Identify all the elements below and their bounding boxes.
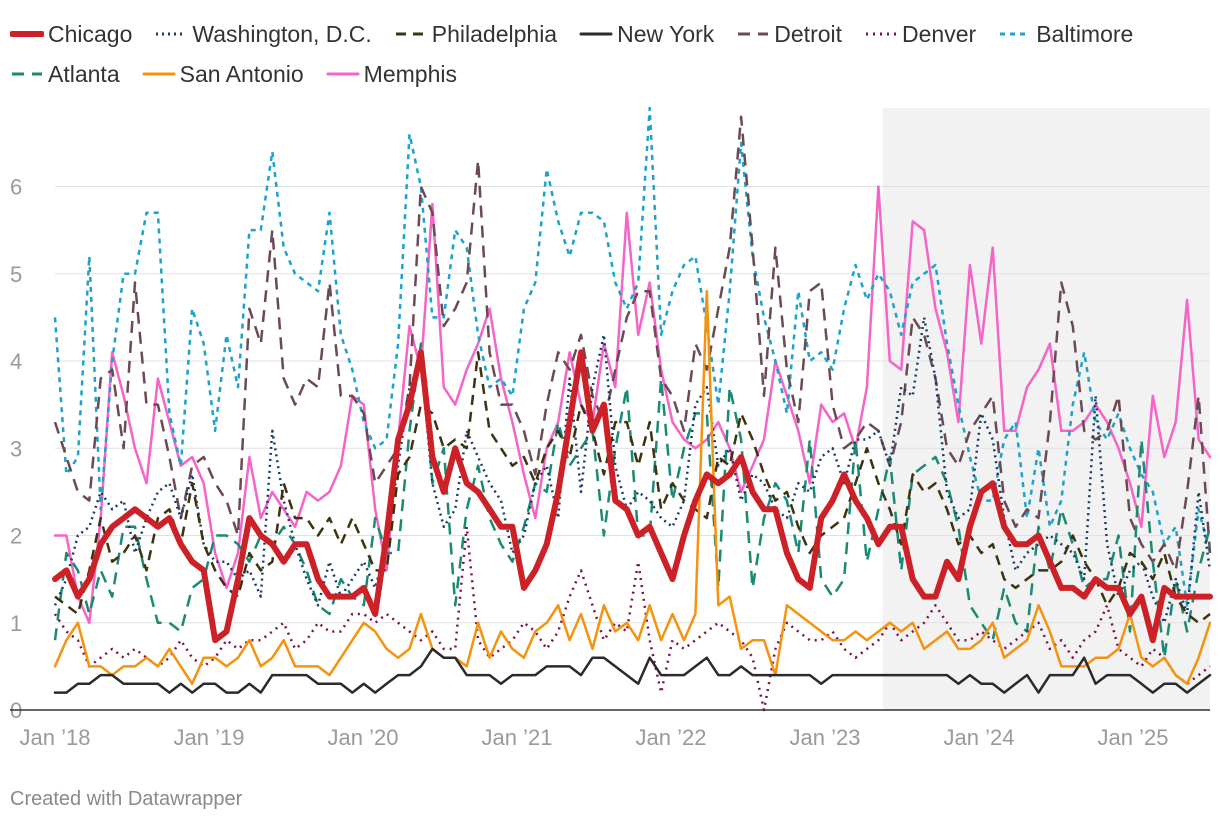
series-line-new-york bbox=[53, 647, 1212, 694]
legend-label: Memphis bbox=[363, 60, 457, 87]
legend-swatch bbox=[866, 32, 897, 36]
x-tick-label: Jan ’22 bbox=[636, 725, 707, 750]
x-tick-label: Jan ’23 bbox=[790, 725, 861, 750]
legend-label: Chicago bbox=[48, 20, 133, 47]
y-tick-label: 4 bbox=[10, 349, 22, 374]
legend-item: Memphis bbox=[326, 61, 457, 88]
legend-item: Washington, D.C. bbox=[154, 20, 372, 48]
legend-label: Detroit bbox=[774, 20, 843, 47]
series-line-philadelphia bbox=[54, 351, 1211, 625]
series-line-detroit bbox=[53, 115, 1212, 572]
footer-credit: Created with Datawrapper bbox=[10, 788, 243, 810]
series-line-san-antonio bbox=[53, 289, 1212, 686]
legend-swatch bbox=[156, 32, 187, 36]
x-tick-label: Jan ’18 bbox=[20, 725, 91, 750]
legend-item: New York bbox=[579, 21, 714, 48]
y-tick-label: 5 bbox=[10, 262, 22, 287]
series-line-baltimore bbox=[53, 106, 1212, 607]
x-tick-label: Jan ’24 bbox=[944, 725, 1015, 750]
legend-swatch bbox=[142, 72, 176, 76]
legend-swatch bbox=[395, 32, 426, 36]
legend-label: San Antonio bbox=[179, 60, 304, 87]
legend-item: Philadelphia bbox=[394, 21, 557, 48]
x-tick-label: Jan ’25 bbox=[1098, 725, 1169, 750]
legend-item: Detroit bbox=[736, 21, 842, 48]
legend-item: Chicago bbox=[10, 21, 132, 48]
legend-swatch bbox=[326, 72, 360, 76]
highlight-region bbox=[882, 108, 1210, 710]
legend-row: Atlanta San Antonio Memphis bbox=[10, 54, 1210, 94]
legend-label: Philadelphia bbox=[431, 20, 558, 47]
y-tick-label: 3 bbox=[10, 436, 22, 461]
y-tick-label: 6 bbox=[10, 175, 22, 200]
x-tick-label: Jan ’19 bbox=[174, 725, 245, 750]
legend-label: Baltimore bbox=[1036, 20, 1134, 47]
legend-row: Chicago Washington, D.C. Philadelphia New Y… bbox=[10, 14, 1210, 54]
legend-label: New York bbox=[617, 20, 715, 47]
legend-item: San Antonio bbox=[142, 61, 304, 88]
x-tick-label: Jan ’21 bbox=[482, 725, 553, 750]
legend-swatch bbox=[738, 32, 769, 36]
y-tick-label: 1 bbox=[10, 611, 22, 636]
legend-item: Baltimore bbox=[998, 21, 1133, 48]
legend-label: Atlanta bbox=[48, 60, 120, 87]
legend-label: Denver bbox=[902, 20, 977, 47]
series-line-chicago bbox=[52, 349, 1213, 644]
legend-label: Washington, D.C. bbox=[192, 20, 372, 47]
y-tick-label: 2 bbox=[10, 524, 22, 549]
legend-swatch bbox=[1000, 32, 1031, 36]
series-line-atlanta bbox=[53, 342, 1212, 659]
x-tick-label: Jan ’20 bbox=[328, 725, 399, 750]
legend-item: Atlanta bbox=[10, 61, 120, 88]
legend-swatch bbox=[579, 32, 613, 36]
series-lines bbox=[52, 106, 1213, 712]
series-line-memphis bbox=[53, 185, 1212, 625]
legend-item: Denver bbox=[864, 21, 976, 48]
legend-swatch bbox=[10, 31, 44, 37]
legend-swatch bbox=[12, 72, 42, 76]
legend: Chicago Washington, D.C. Philadelphia New Y… bbox=[10, 14, 1210, 94]
highlight-band bbox=[882, 108, 1210, 710]
series-line-washington-d-c bbox=[53, 316, 1212, 625]
